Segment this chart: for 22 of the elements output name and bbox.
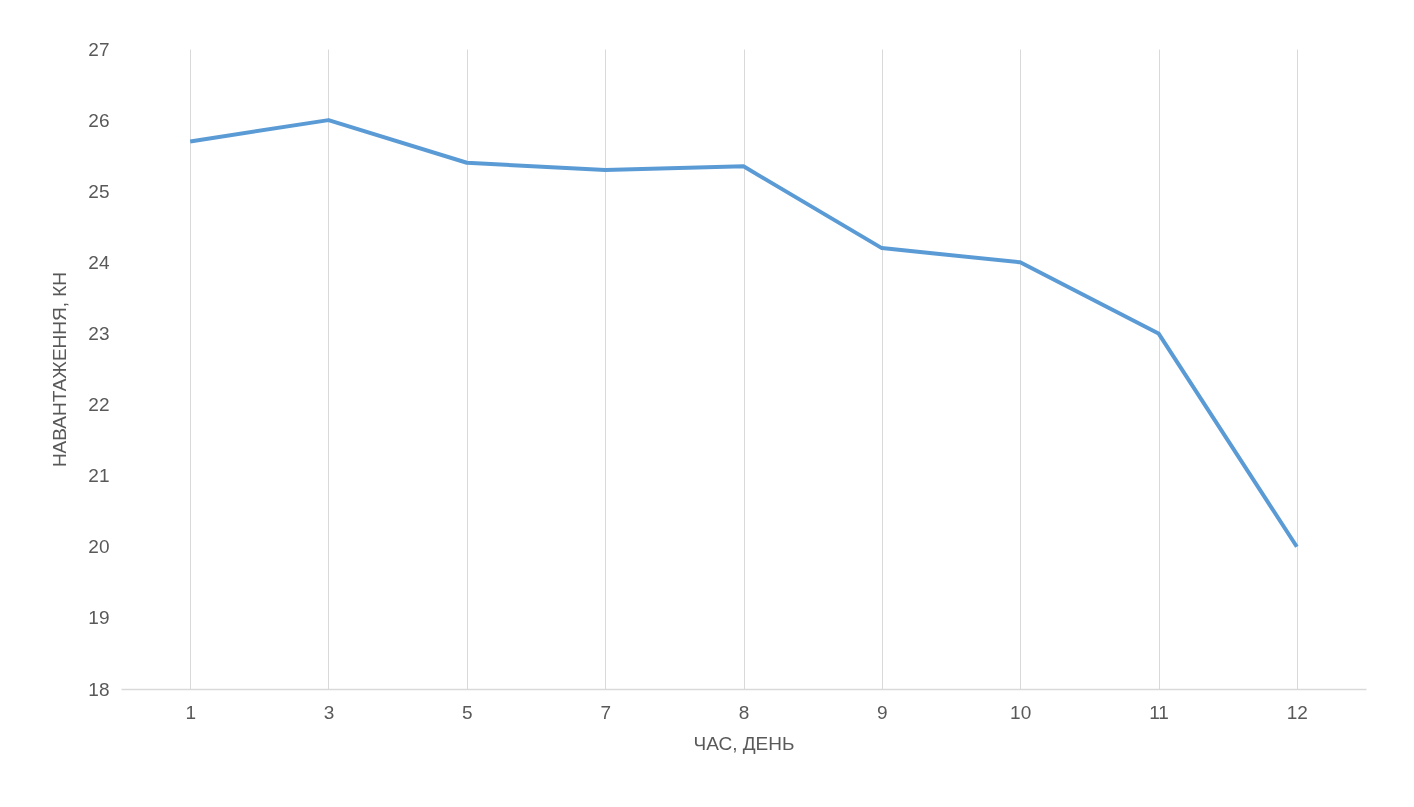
x-axis-title: ЧАС, ДЕНЬ — [693, 732, 795, 754]
y-tick-label: 21 — [88, 465, 110, 487]
y-tick-label: 24 — [88, 251, 110, 273]
y-tick-label: 23 — [88, 322, 110, 344]
x-tick-label: 1 — [185, 701, 196, 723]
x-tick-label: 11 — [1149, 701, 1169, 723]
y-tick-label: 26 — [88, 109, 110, 131]
x-tick-label: 5 — [462, 701, 473, 723]
x-tick-label: 3 — [323, 701, 335, 723]
x-tick-label: 8 — [738, 701, 750, 723]
y-axis-title: НАВАНТАЖЕННЯ, КН — [49, 271, 71, 468]
line-series — [188, 118, 1299, 549]
x-tick-label: 7 — [600, 701, 611, 723]
y-tick-label: 27 — [88, 38, 110, 60]
x-tick-label: 9 — [877, 701, 888, 723]
y-tick-label: 22 — [88, 394, 110, 416]
y-tick-label: 19 — [88, 607, 110, 629]
x-tick-label: 10 — [1010, 701, 1032, 723]
y-tick-label: 20 — [88, 536, 110, 558]
x-tick-label: 12 — [1286, 701, 1308, 723]
y-tick-label: 25 — [88, 180, 110, 202]
y-tick-label: 18 — [88, 678, 110, 700]
